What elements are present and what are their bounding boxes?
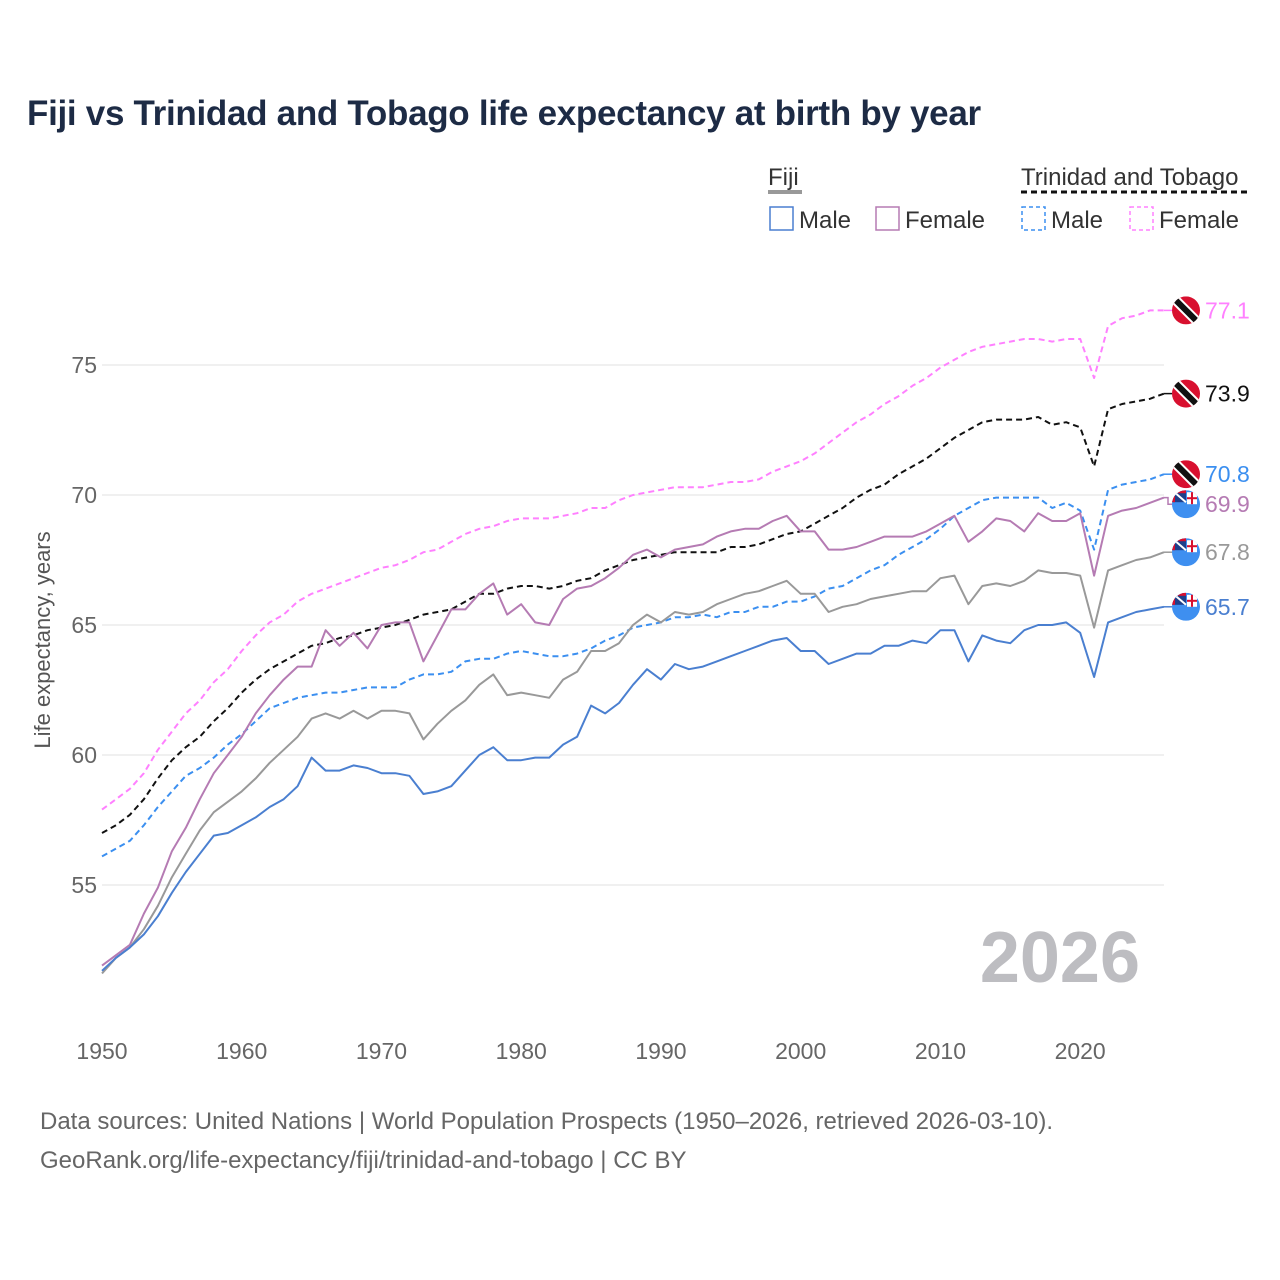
legend-label-tt-female: Female (1159, 207, 1239, 234)
x-tick-label: 1960 (216, 1038, 267, 1064)
legend: Fiji Male Female Trinidad and Tobago Mal… (768, 164, 1250, 234)
end-value-label: 69.9 (1205, 491, 1250, 517)
end-label-trinidad-and-tobago-female: 77.1 (1164, 296, 1250, 325)
legend-swatch-fiji-male (769, 206, 794, 231)
y-tick-label: 55 (71, 872, 97, 898)
legend-label-fiji-female: Female (905, 207, 985, 234)
trinidad-flag-icon (1172, 296, 1200, 325)
trinidad-flag-icon (1172, 379, 1200, 408)
x-tick-label: 1970 (356, 1038, 407, 1064)
x-tick-label: 1990 (635, 1038, 686, 1064)
series-lines (101, 309, 1165, 975)
series-line-fiji-male (101, 605, 1165, 972)
legend-label-tt-male: Male (1051, 207, 1103, 234)
source-line-2[interactable]: GeoRank.org/life-expectancy/fiji/trinida… (40, 1147, 687, 1174)
legend-swatch-tt-female (1129, 206, 1154, 231)
x-axis-ticks: 1950 1960 1970 1980 1990 2000 2010 2020 (76, 1038, 1105, 1064)
end-label-trinidad-and-tobago: 73.9 (1164, 379, 1250, 408)
y-tick-label: 60 (71, 742, 97, 768)
end-value-label: 73.9 (1205, 381, 1250, 407)
series-line-fiji (101, 551, 1165, 975)
series-line-trinidad-and-tobago-male (101, 473, 1165, 858)
y-tick-label: 65 (71, 612, 97, 638)
y-axis-ticks: 55 60 65 70 75 (71, 352, 97, 898)
y-axis-label: Life expectancy, years (30, 531, 55, 748)
x-tick-label: 1980 (496, 1038, 547, 1064)
end-value-label: 70.8 (1205, 461, 1250, 487)
y-tick-label: 75 (71, 352, 97, 378)
fiji-flag-icon (1172, 592, 1200, 621)
x-tick-label: 2010 (915, 1038, 966, 1064)
legend-label-fiji-male: Male (799, 207, 851, 234)
legend-swatch-tt-male (1021, 206, 1046, 231)
fiji-flag-icon (1172, 490, 1200, 519)
trinidad-flag-icon (1172, 460, 1200, 489)
legend-group-tt: Trinidad and Tobago (1021, 164, 1239, 191)
series-line-trinidad-and-tobago (101, 392, 1165, 834)
source-line-1: Data sources: United Nations | World Pop… (40, 1108, 1054, 1135)
x-tick-label: 2020 (1055, 1038, 1106, 1064)
end-label-fiji-male: 65.7 (1164, 592, 1250, 621)
series-line-fiji-female (101, 496, 1165, 967)
x-tick-label: 1950 (76, 1038, 127, 1064)
end-label-fiji-female: 69.9 (1164, 490, 1250, 519)
end-labels: 77.1 73.9 70.8 69.9 67.8 65.7 (1164, 296, 1250, 621)
legend-group-fiji: Fiji (768, 164, 799, 191)
y-tick-label: 70 (71, 482, 97, 508)
legend-swatch-fiji-female (875, 206, 900, 231)
end-label-trinidad-and-tobago-male: 70.8 (1164, 460, 1250, 489)
end-value-label: 67.8 (1205, 539, 1250, 565)
year-watermark: 2026 (980, 918, 1140, 998)
end-label-fiji: 67.8 (1164, 538, 1250, 567)
end-value-label: 65.7 (1205, 594, 1250, 620)
series-line-trinidad-and-tobago-female (101, 309, 1164, 811)
fiji-flag-icon (1172, 538, 1200, 567)
legend-underline-fiji (768, 190, 802, 194)
chart-title: Fiji vs Trinidad and Tobago life expecta… (27, 94, 981, 133)
leader-line (1164, 496, 1172, 505)
x-tick-label: 2000 (775, 1038, 826, 1064)
end-value-label: 77.1 (1205, 297, 1250, 323)
